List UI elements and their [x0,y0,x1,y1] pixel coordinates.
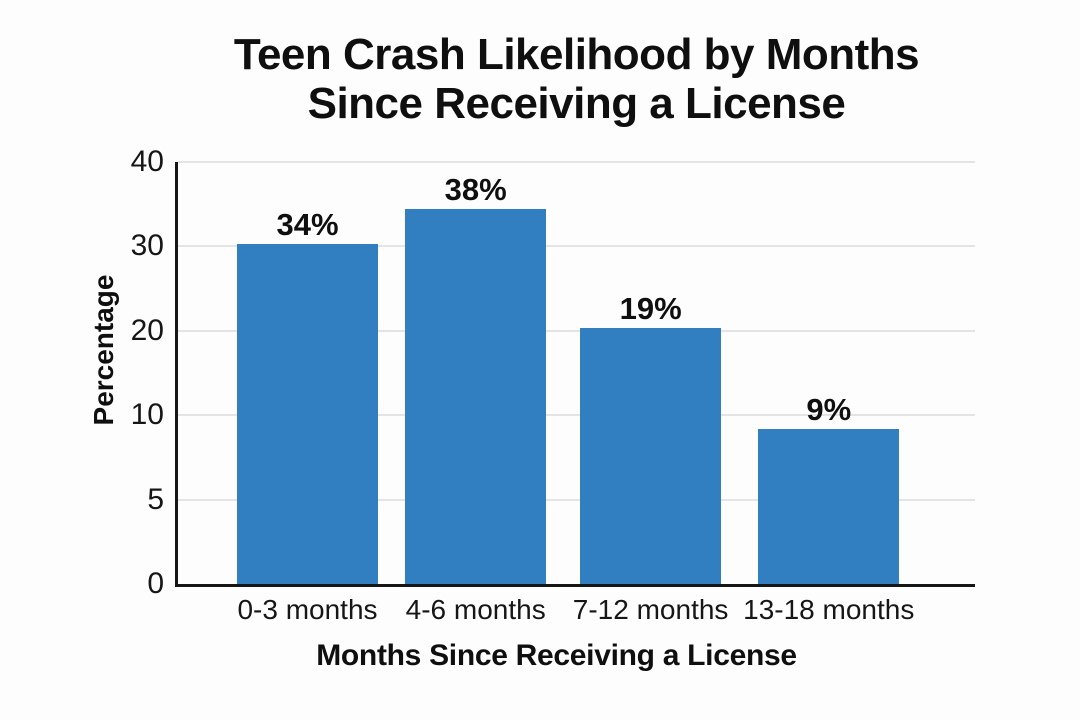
gridline [178,414,975,417]
x-axis-title: Months Since Receiving a License [316,639,797,672]
y-axis-title: Percentage [88,274,119,426]
y-tick-label: 0 [147,567,164,600]
x-tick-label: 13-18 months [743,594,915,625]
plot-area: 40 30 20 10 5 0 34% 0-3 months 38% 4-6 months 19% 7… [131,147,975,625]
bar [758,428,900,584]
bar-value-label: 34% [276,207,339,243]
bar-value-label: 38% [444,172,507,208]
gridline [178,161,975,163]
bar [405,209,547,584]
gridline [178,245,975,248]
y-tick-label: 20 [130,313,164,347]
chart-title-line1: Teen Crash Likelihood by Months [233,30,920,79]
chart-title-line2: Since Receiving a License [307,79,846,128]
bar-value-label: 19% [619,291,682,327]
bar-value-label: 9% [806,391,852,427]
chart-title: Teen Crash Likelihood by Months Since Re… [178,30,975,128]
gridline [178,329,975,332]
y-tick-label: 5 [147,482,164,516]
y-tick-label: 30 [130,229,164,263]
x-tick-label: 4-6 months [405,594,546,625]
x-tick-label: 7-12 months [572,594,729,625]
x-tick-label: 0-3 months [237,594,378,625]
y-tick-label: 10 [130,398,164,432]
gridline [178,498,975,501]
y-tick-label: 40 [130,145,164,178]
bar [236,244,379,584]
bar [580,328,722,584]
